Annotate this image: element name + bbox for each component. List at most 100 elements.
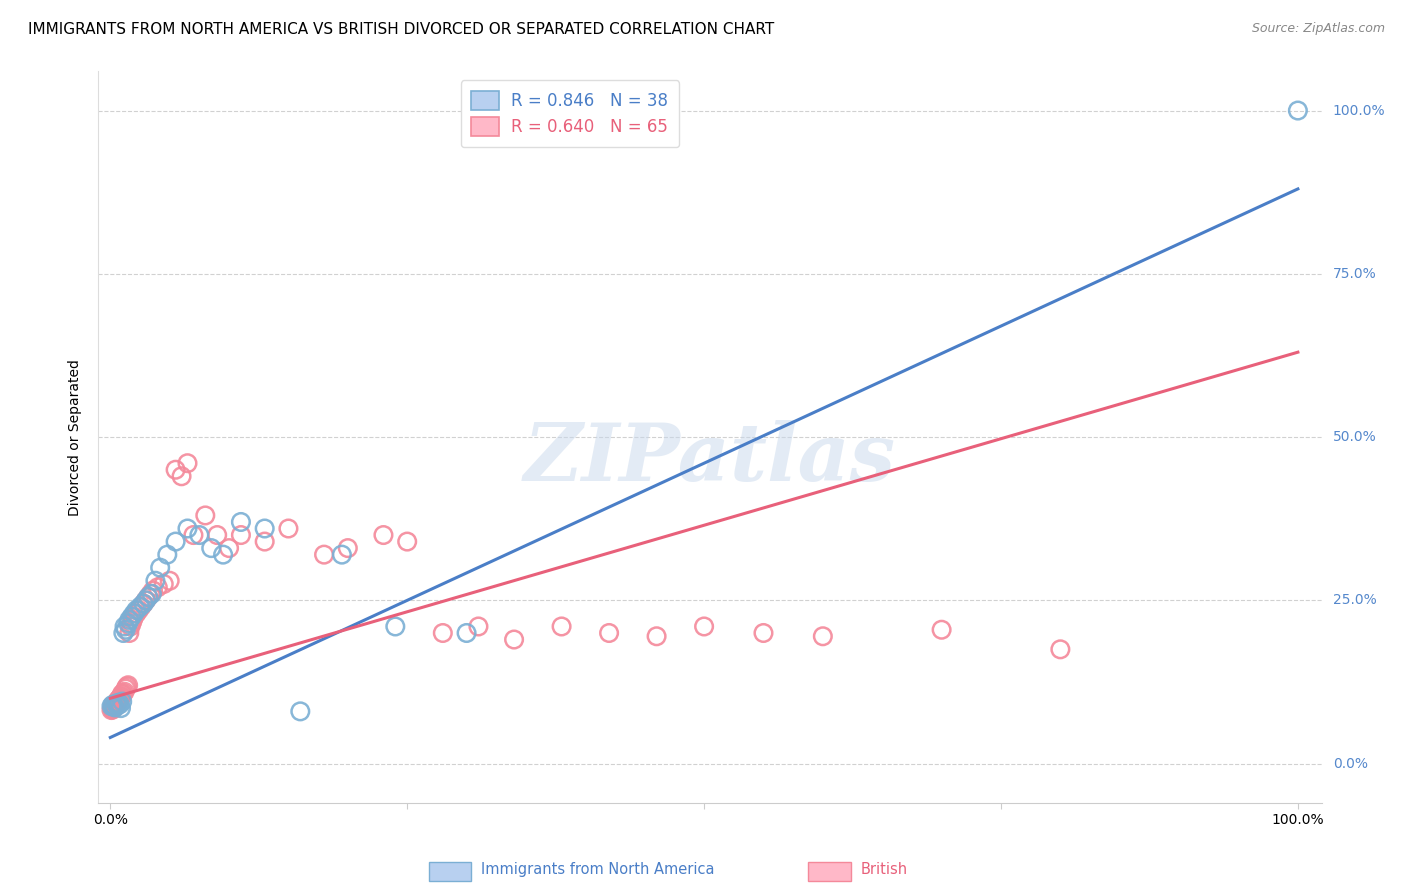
Point [205, 528, 228, 542]
Point [149, 560, 172, 574]
Point [176, 521, 198, 535]
Text: British: British [860, 863, 908, 877]
Point [128, 603, 150, 617]
Point [550, 619, 572, 633]
Point [114, 619, 136, 633]
Point [110, 690, 132, 704]
Point [101, 698, 124, 712]
Point [598, 626, 620, 640]
Point [125, 603, 148, 617]
Text: ZIPatlas: ZIPatlas [524, 420, 896, 498]
Point [107, 693, 129, 707]
Point [212, 548, 235, 562]
Point [108, 691, 131, 706]
Point [142, 583, 165, 598]
Point [139, 587, 162, 601]
Point [110, 701, 132, 715]
Point [129, 599, 152, 614]
Point [103, 699, 125, 714]
Legend: R = 0.846   N = 38, R = 0.640   N = 65: R = 0.846 N = 38, R = 0.640 N = 65 [461, 80, 679, 147]
Point [103, 699, 125, 714]
Point [107, 694, 129, 708]
Point [108, 692, 131, 706]
Point [136, 590, 159, 604]
Point [156, 548, 179, 562]
Point [104, 698, 127, 712]
Point [277, 521, 299, 535]
Point [183, 528, 205, 542]
Point [111, 687, 134, 701]
Text: 25.0%: 25.0% [1333, 593, 1376, 607]
Point [105, 697, 128, 711]
Point [111, 695, 134, 709]
Point [121, 613, 143, 627]
Point [141, 587, 163, 601]
Point [290, 705, 312, 719]
Point [120, 619, 142, 633]
Point [456, 626, 478, 640]
Point [107, 698, 129, 713]
Point [117, 616, 139, 631]
Point [811, 629, 834, 643]
Point [104, 700, 127, 714]
Point [100, 703, 122, 717]
Text: 75.0%: 75.0% [1333, 267, 1376, 281]
Point [129, 599, 152, 614]
Point [121, 616, 143, 631]
Point [645, 629, 668, 643]
Point [101, 701, 124, 715]
Point [253, 521, 276, 535]
Point [101, 702, 124, 716]
Point [931, 623, 953, 637]
Text: Immigrants from North America: Immigrants from North America [481, 863, 714, 877]
Point [253, 534, 276, 549]
Point [384, 619, 406, 633]
Point [218, 541, 240, 555]
Point [693, 619, 716, 633]
Point [110, 690, 132, 704]
Point [176, 456, 198, 470]
Point [467, 619, 489, 633]
Y-axis label: Divorced or Separated: Divorced or Separated [69, 359, 83, 516]
Text: 100.0%: 100.0% [1333, 103, 1385, 118]
Point [1049, 642, 1071, 657]
Point [111, 688, 134, 702]
Point [105, 696, 128, 710]
Point [336, 541, 359, 555]
Point [135, 593, 157, 607]
Point [396, 534, 419, 549]
Point [114, 623, 136, 637]
Point [503, 632, 526, 647]
Point [100, 699, 122, 714]
Text: 50.0%: 50.0% [1333, 430, 1376, 444]
Point [229, 515, 252, 529]
Point [152, 577, 174, 591]
Point [108, 697, 131, 711]
Point [112, 626, 135, 640]
Point [194, 508, 217, 523]
Point [165, 534, 187, 549]
Point [104, 699, 127, 714]
Point [114, 681, 136, 696]
Point [132, 597, 155, 611]
Point [229, 528, 252, 542]
Point [117, 678, 139, 692]
Point [103, 700, 125, 714]
Point [107, 695, 129, 709]
Point [105, 697, 128, 711]
Text: 0.0%: 0.0% [1333, 756, 1368, 771]
Point [432, 626, 454, 640]
Point [132, 597, 155, 611]
Point [118, 613, 141, 627]
Point [145, 574, 167, 588]
Point [373, 528, 395, 542]
Point [107, 696, 129, 710]
Point [107, 692, 129, 706]
Point [121, 609, 143, 624]
Point [146, 580, 169, 594]
Point [135, 593, 157, 607]
Point [118, 626, 141, 640]
Text: Source: ZipAtlas.com: Source: ZipAtlas.com [1251, 22, 1385, 36]
Point [752, 626, 775, 640]
Point [200, 541, 222, 555]
